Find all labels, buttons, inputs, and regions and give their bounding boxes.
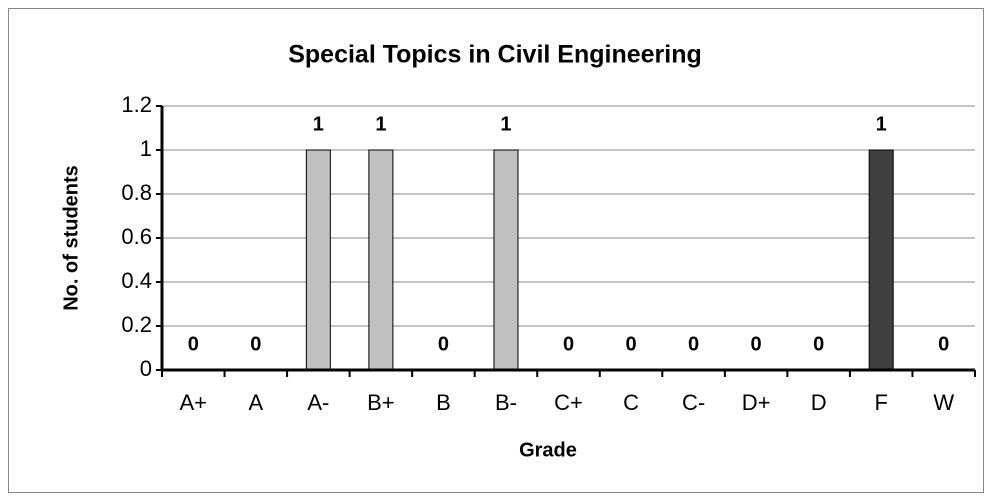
data-label: 0 xyxy=(625,333,636,355)
data-label: 1 xyxy=(876,113,887,135)
chart-title: Special Topics in Civil Engineering xyxy=(288,41,702,69)
y-tick-label: 0 xyxy=(140,356,152,381)
bar xyxy=(305,149,331,371)
x-tick-label: D+ xyxy=(742,390,771,415)
data-label: 0 xyxy=(188,333,199,355)
x-tick-label: B- xyxy=(495,390,517,415)
x-tick-label: A- xyxy=(307,390,329,415)
data-label: 0 xyxy=(563,333,574,355)
x-tick-label: C- xyxy=(682,390,705,415)
y-tick-label: 0.2 xyxy=(121,312,152,337)
bar xyxy=(868,149,894,371)
data-label: 1 xyxy=(375,113,386,135)
data-label: 0 xyxy=(813,333,824,355)
y-tick-label: 0.8 xyxy=(121,180,152,205)
y-axis-title: No. of students xyxy=(60,165,82,311)
data-label: 0 xyxy=(751,333,762,355)
x-axis-title: Grade xyxy=(519,439,577,461)
data-label: 0 xyxy=(250,333,261,355)
x-tick-label: D xyxy=(811,390,827,415)
x-tick-label: C xyxy=(623,390,639,415)
x-tick-label: A+ xyxy=(180,390,208,415)
x-tick-label: C+ xyxy=(554,390,583,415)
data-label: 1 xyxy=(313,113,324,135)
y-tick-label: 1.2 xyxy=(121,92,152,117)
bar xyxy=(493,149,519,371)
data-label: 0 xyxy=(438,333,449,355)
x-tick-label: B+ xyxy=(367,390,395,415)
y-tick-label: 1 xyxy=(140,136,152,161)
y-tick-label: 0.6 xyxy=(121,224,152,249)
data-label: 0 xyxy=(938,333,949,355)
x-tick-label: A xyxy=(248,390,263,415)
y-tick-label: 0.4 xyxy=(121,268,152,293)
x-tick-label: W xyxy=(933,390,954,415)
x-tick-label: B xyxy=(436,390,451,415)
bar xyxy=(368,149,394,371)
data-label: 0 xyxy=(688,333,699,355)
x-tick-label: F xyxy=(874,390,887,415)
data-label: 1 xyxy=(500,113,511,135)
